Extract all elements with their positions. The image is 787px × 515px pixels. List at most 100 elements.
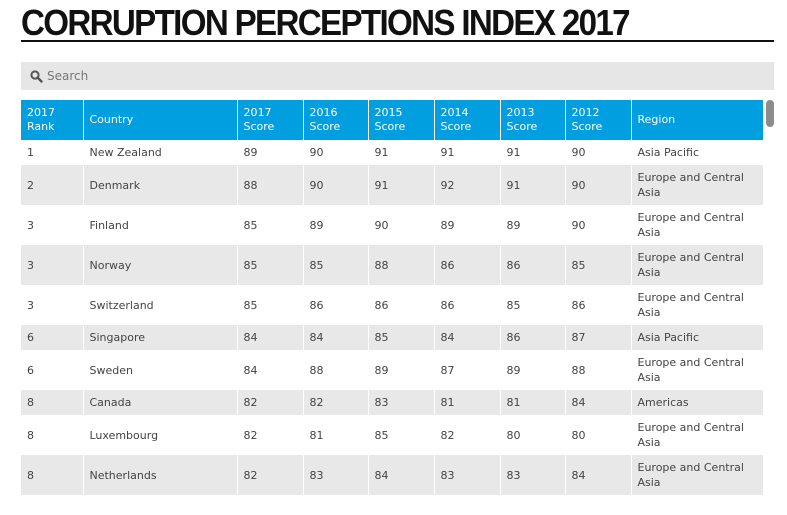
score-2016-cell: 81 <box>302 415 368 455</box>
header-country[interactable]: Country <box>82 100 237 140</box>
score-2014-cell: 91 <box>433 140 500 165</box>
region-cell: Europe and Central Asia <box>630 415 763 455</box>
header-score-2016[interactable]: 2016 Score <box>302 100 368 140</box>
region-text: Europe and Central <box>637 211 744 224</box>
header-label: 2017 <box>243 106 272 119</box>
rank-cell: 2 <box>21 165 83 205</box>
country-cell: Norway <box>82 245 237 285</box>
search-bar[interactable] <box>21 62 774 90</box>
score-2014-cell: 86 <box>433 285 500 325</box>
score-2013-cell: 83 <box>499 455 565 495</box>
score-2014-cell: 89 <box>433 205 500 245</box>
region-cell: Europe and Central Asia <box>630 245 763 285</box>
header-label: Score <box>440 120 472 133</box>
header-score-2012[interactable]: 2012 Score <box>564 100 631 140</box>
table-row: 3 Norway 85 85 88 86 86 85 Europe and Central Asi… <box>21 245 763 285</box>
rank-cell: 8 <box>21 390 83 415</box>
country-cell: Sweden <box>82 350 237 390</box>
rank-cell: 8 <box>21 415 83 455</box>
header-score-2013[interactable]: 2013 Score <box>499 100 565 140</box>
score-2012-cell: 85 <box>564 245 631 285</box>
table-row: 1 New Zealand 89 90 91 91 91 90 Asia Pacific <box>21 140 763 165</box>
rank-cell: 1 <box>21 140 83 165</box>
country-cell: Singapore <box>82 325 237 350</box>
header-region[interactable]: Region <box>630 100 763 140</box>
table-row: 6 Singapore 84 84 85 84 86 87 Asia Pacific <box>21 325 763 350</box>
score-2017-cell: 82 <box>236 415 303 455</box>
header-label: Country <box>89 113 134 126</box>
table-row: 3 Finland 85 89 90 89 89 90 Europe and Central As… <box>21 205 763 245</box>
search-icon <box>30 70 43 83</box>
header-label: Score <box>309 120 341 133</box>
country-cell: Switzerland <box>82 285 237 325</box>
score-2015-cell: 90 <box>367 205 434 245</box>
table-row: 2 Denmark 88 90 91 92 91 90 Europe and Central As… <box>21 165 763 205</box>
score-2015-cell: 86 <box>367 285 434 325</box>
region-cell: Europe and Central Asia <box>630 285 763 325</box>
score-2017-cell: 84 <box>236 350 303 390</box>
header-score-2014[interactable]: 2014 Score <box>433 100 500 140</box>
region-text: Americas <box>637 396 689 409</box>
country-cell: Denmark <box>82 165 237 205</box>
score-2015-cell: 85 <box>367 325 434 350</box>
page-title: CORRUPTION PERCEPTIONS INDEX 2017 <box>21 2 631 43</box>
score-2014-cell: 87 <box>433 350 500 390</box>
country-cell: Canada <box>82 390 237 415</box>
region-cell: Europe and Central Asia <box>630 455 763 495</box>
score-2015-cell: 91 <box>367 165 434 205</box>
region-cell: Asia Pacific <box>630 325 763 350</box>
country-cell: Luxembourg <box>82 415 237 455</box>
region-text: Asia Pacific <box>637 146 700 159</box>
table-container[interactable]: 2017 Rank Country 2017 Score 2016 Score 2015 Sco… <box>21 100 763 515</box>
score-2016-cell: 90 <box>302 140 368 165</box>
header-label: 2017 <box>27 106 55 119</box>
header-label: Region <box>637 113 676 126</box>
region-text: Europe and Central <box>637 251 744 264</box>
score-2015-cell: 84 <box>367 455 434 495</box>
region-text: Asia <box>637 186 661 199</box>
score-2017-cell: 85 <box>236 245 303 285</box>
region-text: Europe and Central <box>637 171 744 184</box>
score-2015-cell: 88 <box>367 245 434 285</box>
score-2012-cell: 90 <box>564 165 631 205</box>
scrollbar-thumb[interactable] <box>766 100 774 127</box>
header-label: Score <box>243 120 275 133</box>
score-2013-cell: 86 <box>499 245 565 285</box>
region-text: Asia <box>637 306 661 319</box>
score-2016-cell: 88 <box>302 350 368 390</box>
score-2014-cell: 82 <box>433 415 500 455</box>
region-text: Asia <box>637 436 661 449</box>
table-row: 8 Luxembourg 82 81 85 82 80 80 Europe and Centra… <box>21 415 763 455</box>
score-2014-cell: 81 <box>433 390 500 415</box>
score-2012-cell: 84 <box>564 455 631 495</box>
region-text: Asia <box>637 371 661 384</box>
region-text: Asia <box>637 266 661 279</box>
header-label: Score <box>571 120 603 133</box>
score-2012-cell: 87 <box>564 325 631 350</box>
score-2015-cell: 91 <box>367 140 434 165</box>
header-score-2015[interactable]: 2015 Score <box>367 100 434 140</box>
score-2012-cell: 90 <box>564 140 631 165</box>
score-2017-cell: 85 <box>236 285 303 325</box>
header-label: 2012 <box>571 106 600 119</box>
table-header-row: 2017 Rank Country 2017 Score 2016 Score 2015 Sco… <box>21 100 763 140</box>
header-label: 2015 <box>374 106 403 119</box>
score-2013-cell: 85 <box>499 285 565 325</box>
score-2016-cell: 86 <box>302 285 368 325</box>
score-2017-cell: 84 <box>236 325 303 350</box>
region-text: Asia <box>637 476 661 489</box>
search-input[interactable] <box>47 62 747 90</box>
region-cell: Americas <box>630 390 763 415</box>
header-score-2017[interactable]: 2017 Score <box>236 100 303 140</box>
region-cell: Europe and Central Asia <box>630 165 763 205</box>
score-2015-cell: 85 <box>367 415 434 455</box>
header-label: 2013 <box>506 106 535 119</box>
header-rank[interactable]: 2017 Rank <box>21 100 83 140</box>
table-row: 8 Canada 82 82 83 81 81 84 Americas <box>21 390 763 415</box>
score-2013-cell: 89 <box>499 205 565 245</box>
score-2014-cell: 86 <box>433 245 500 285</box>
score-2013-cell: 86 <box>499 325 565 350</box>
title-divider <box>21 40 774 42</box>
region-text: Europe and Central <box>637 461 744 474</box>
score-2014-cell: 84 <box>433 325 500 350</box>
